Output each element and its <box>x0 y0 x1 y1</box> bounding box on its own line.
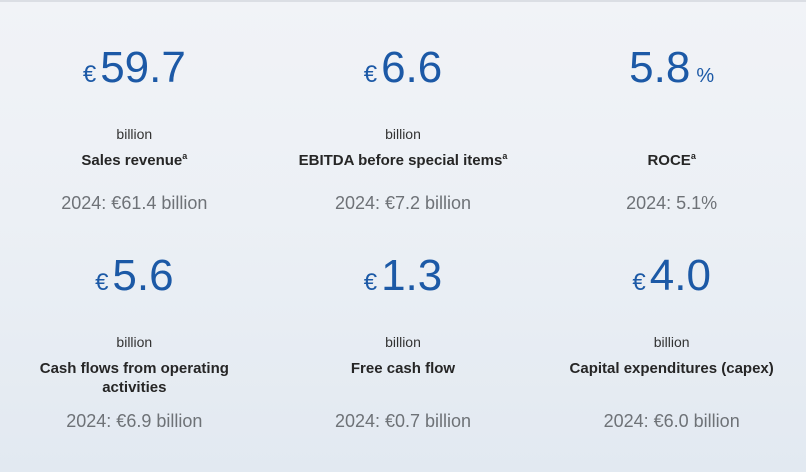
kpi-unit <box>547 126 796 143</box>
kpi-label-text: ROCE <box>647 152 691 169</box>
kpi-value: €59.7 <box>10 46 259 90</box>
kpi-prior-year: 2024: €6.9 billion <box>66 411 203 431</box>
kpi-card-ebitda: €6.6 billion EBITDA before special items… <box>269 0 538 236</box>
kpi-card-free-cash-flow: €1.3 billion Free cash flow 2024: €0.7 b… <box>269 236 538 472</box>
kpi-label-text: EBITDA before special items <box>298 152 503 169</box>
kpi-label-text: Cash flows from operating activities <box>39 360 229 396</box>
kpi-label: Sales revenuea <box>14 151 254 189</box>
euro-sign: € <box>363 61 378 88</box>
kpi-prior-year: 2024: €6.0 billion <box>603 411 740 431</box>
kpi-value: €5.6 <box>10 254 259 298</box>
kpi-label: Cash flows from operating activities <box>14 359 254 407</box>
kpi-value: €1.3 <box>279 254 528 298</box>
euro-sign: € <box>95 269 109 296</box>
kpi-prior-year: 2024: €61.4 billion <box>61 193 208 213</box>
kpi-card-capex: €4.0 billion Capital expenditures (capex… <box>537 236 806 472</box>
kpi-number: 4.0 <box>649 251 711 300</box>
kpi-label: Free cash flow <box>283 359 523 407</box>
kpi-unit: billion <box>653 334 690 350</box>
kpi-label-text: Capital expenditures (capex) <box>569 360 774 377</box>
kpi-label-text: Free cash flow <box>350 360 456 377</box>
kpi-value: 5.8% <box>547 46 796 90</box>
kpi-prior-year: 2024: €7.2 billion <box>334 193 472 213</box>
kpi-number: 6.6 <box>381 43 443 92</box>
kpi-card-roce: 5.8% ROCEa 2024: 5.1% <box>537 0 806 236</box>
kpi-unit: billion <box>385 334 421 350</box>
kpi-card-sales-revenue: €59.7 billion Sales revenuea 2024: €61.4… <box>0 0 269 236</box>
kpi-prior-year: 2024: €0.7 billion <box>334 411 472 431</box>
euro-sign: € <box>632 269 646 296</box>
kpi-unit: billion <box>116 126 153 142</box>
kpi-value: €6.6 <box>279 46 528 90</box>
kpi-unit: billion <box>116 334 153 350</box>
kpi-number: 5.6 <box>112 251 174 300</box>
footnote-marker: a <box>690 151 696 161</box>
footnote-marker: a <box>182 151 188 161</box>
kpi-unit: billion <box>385 126 421 142</box>
kpi-label: ROCEa <box>552 151 792 189</box>
kpi-number: 5.8 <box>629 43 691 92</box>
percent-sign: % <box>696 65 715 87</box>
kpi-number: 1.3 <box>381 251 443 300</box>
kpi-prior-year: 2024: 5.1% <box>626 193 718 213</box>
kpi-number: 59.7 <box>100 43 186 92</box>
kpi-label: EBITDA before special itemsa <box>283 151 523 189</box>
kpi-label: Capital expenditures (capex) <box>552 359 792 407</box>
euro-sign: € <box>363 269 378 296</box>
kpi-label-text: Sales revenue <box>81 152 183 169</box>
kpi-value: €4.0 <box>547 254 796 298</box>
footnote-marker: a <box>502 151 508 161</box>
kpi-card-operating-cash-flows: €5.6 billion Cash flows from operating a… <box>0 236 269 472</box>
euro-sign: € <box>82 61 97 88</box>
